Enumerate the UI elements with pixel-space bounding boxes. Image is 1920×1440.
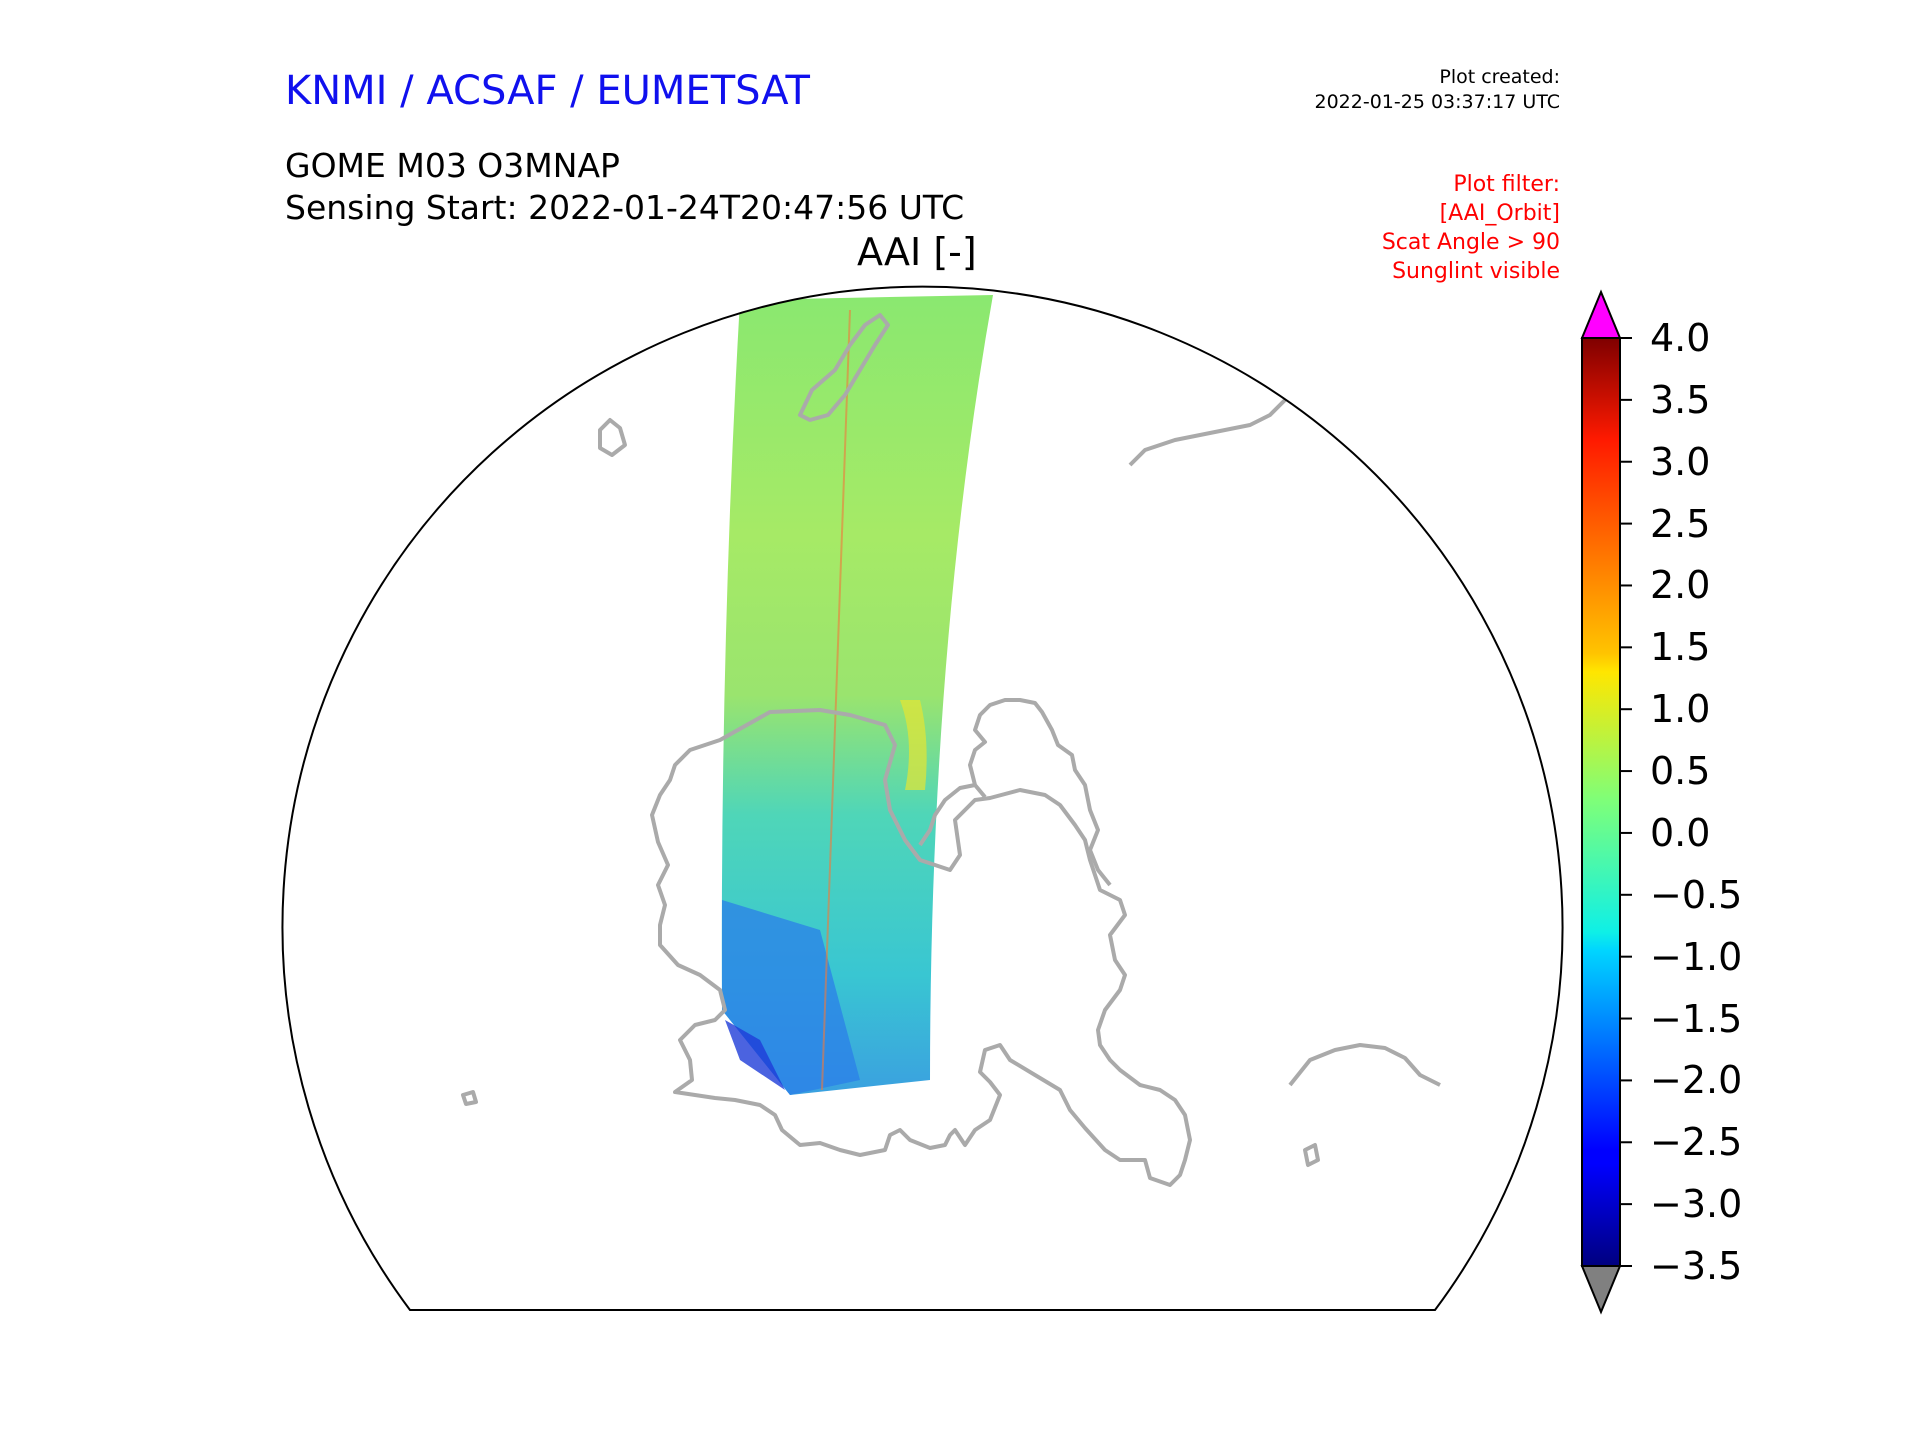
colorbar-tick-label: −2.5 bbox=[1650, 1120, 1743, 1165]
map-boundary bbox=[281, 285, 1564, 1311]
colorbar-tick-label: −3.5 bbox=[1650, 1244, 1743, 1288]
colorbar-tick-label: −2.0 bbox=[1650, 1058, 1743, 1103]
coastline-east-islands bbox=[1303, 1143, 1320, 1167]
product-title: GOME M03 O3MNAP bbox=[285, 146, 620, 185]
plot-created-label: Plot created: bbox=[1439, 66, 1560, 88]
coastlines bbox=[461, 313, 1441, 1187]
colorbar-tick-label: 3.0 bbox=[1650, 439, 1711, 484]
coastline-antarctic-peninsula bbox=[918, 698, 1112, 887]
plot-filter-line: Scat Angle > 90 bbox=[1381, 230, 1560, 255]
coastline-west-antarctica bbox=[1288, 1043, 1441, 1087]
colorbar-tick-label: −1.5 bbox=[1650, 996, 1743, 1041]
aai-swath bbox=[721, 295, 993, 1095]
plot-created-timestamp: 2022-01-25 03:37:17 UTC bbox=[1314, 91, 1561, 113]
plot-filter-line: [AAI_Orbit] bbox=[1439, 201, 1560, 226]
colorbar-tick-label: −0.5 bbox=[1650, 872, 1743, 917]
swath-band bbox=[721, 295, 993, 1095]
colorbar-gradient bbox=[1581, 337, 1621, 1267]
colorbar-tick-label: −1.0 bbox=[1650, 934, 1743, 979]
coastline-new-zealand bbox=[798, 313, 890, 422]
plot-filter-line: Sunglint visible bbox=[1392, 259, 1560, 284]
colorbar-tick-label: 2.5 bbox=[1650, 501, 1711, 546]
colorbar-extend-min bbox=[1580, 1265, 1622, 1315]
coastline-small-island bbox=[461, 1090, 478, 1106]
colorbar-tick-label: 2.0 bbox=[1650, 563, 1711, 608]
colorbar-tick-label: −3.0 bbox=[1650, 1182, 1743, 1227]
plot-created: Plot created: 2022-01-25 03:37:17 UTC bbox=[1315, 65, 1561, 115]
colorbar-tick-label: 1.0 bbox=[1650, 687, 1711, 732]
colorbar-ticks bbox=[1620, 337, 1632, 1267]
variable-title: AAI [-] bbox=[857, 230, 977, 274]
colorbar-tick-label: 3.5 bbox=[1650, 377, 1711, 422]
coastline-south-america bbox=[1128, 398, 1287, 467]
colorbar-tick-label: 0.5 bbox=[1650, 749, 1711, 794]
coastline-island-north bbox=[598, 418, 627, 457]
organisation-title: KNMI / ACSAF / EUMETSAT bbox=[285, 68, 810, 114]
coastline-antarctica bbox=[650, 708, 1192, 1187]
plot-filter: Plot filter: [AAI_Orbit] Scat Angle > 90… bbox=[1382, 170, 1560, 286]
colorbar bbox=[1580, 289, 1632, 1315]
swath-yellow-streak bbox=[900, 700, 927, 790]
colorbar-extend-max bbox=[1580, 289, 1622, 339]
swath-dark-corner bbox=[725, 1020, 785, 1090]
colorbar-tick-label: 0.0 bbox=[1650, 810, 1711, 855]
sensing-start: Sensing Start: 2022-01-24T20:47:56 UTC bbox=[285, 188, 965, 227]
swath-center-line bbox=[821, 309, 851, 1091]
colorbar-tick-label: 1.5 bbox=[1650, 625, 1711, 670]
colorbar-tick-label: 4.0 bbox=[1650, 316, 1711, 360]
plot-filter-label: Plot filter: bbox=[1453, 172, 1560, 197]
